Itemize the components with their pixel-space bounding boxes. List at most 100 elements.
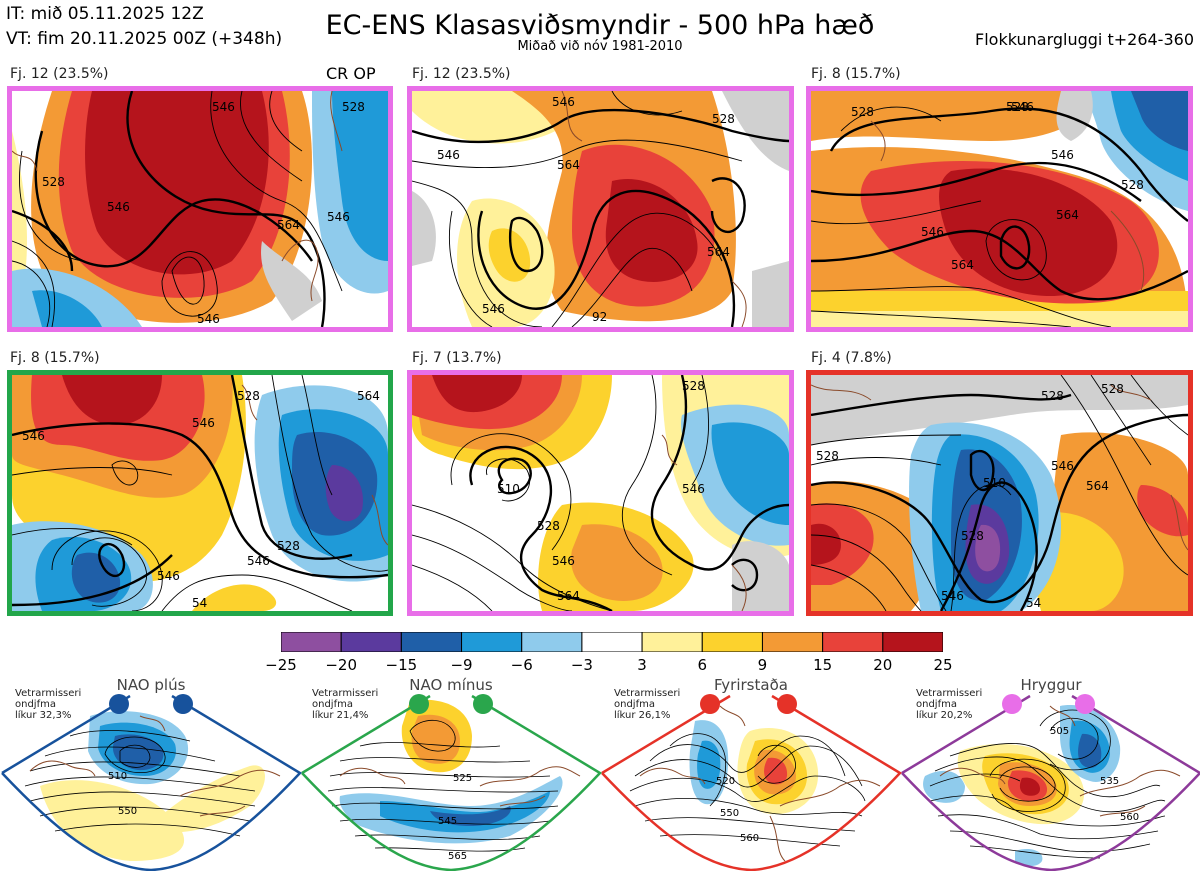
contour-label: 528 [237, 389, 260, 403]
contour-label: 546 [552, 95, 575, 109]
contour-label: 564 [557, 158, 580, 172]
regime-note: Vetrarmisseri ondjfma líkur 32,3% [15, 688, 82, 721]
panel-label: Fj. 8 (15.7%) [811, 66, 901, 82]
regime-note: Vetrarmisseri ondjfma líkur 20,2% [916, 688, 983, 721]
panel-label: Fj. 12 (23.5%) [10, 66, 109, 82]
colorbar-tick-label: −9 [450, 656, 473, 674]
panel-label: Fj. 8 (15.7%) [10, 350, 100, 366]
contour-label: 54 [192, 596, 207, 610]
regime-note: Vetrarmisseri ondjfma líkur 21,4% [312, 688, 379, 721]
contour-label: 546 [107, 200, 130, 214]
contour-label: 510 [497, 482, 520, 496]
contour-label: 546 [197, 312, 220, 326]
cluster-map-3: 528 546 528 546 564 564 546 528 [806, 86, 1193, 332]
colorbar-swatch [400, 632, 463, 652]
contour-label: 564 [357, 389, 380, 403]
page-title: EC-ENS Klasasviðsmyndir - 500 hPa hæð [325, 10, 875, 41]
contour-label: 560 [1120, 812, 1139, 823]
colorbar [281, 632, 943, 652]
contour-label: 564 [1056, 208, 1079, 222]
colorbar-swatch [882, 632, 943, 652]
contour-label: 546 [437, 148, 460, 162]
colorbar-swatch [461, 632, 523, 652]
page-subtitle: Miðað við nóv 1981-2010 [517, 39, 683, 54]
contour-label: 546 [1011, 100, 1034, 114]
contour-label: 528 [851, 105, 874, 119]
cluster-map-6: 528 528 546 564 510 528 546 54 528 [806, 370, 1193, 616]
control-run-label: CR OP [326, 64, 376, 83]
panel-label: Fj. 4 (7.8%) [811, 350, 892, 366]
contour-label: 546 [941, 589, 964, 603]
regime-title: Hryggur [1020, 676, 1082, 694]
contour-label: 528 [682, 379, 705, 393]
contour-label: 528 [816, 449, 839, 463]
regime-title: NAO mínus [409, 676, 493, 694]
regime-title: NAO plús [116, 676, 186, 694]
contour-label: 546 [921, 225, 944, 239]
regime-nao-plus: 510 550 NAO plús Vetrarmisseri ondjfma l… [0, 676, 302, 875]
contour-label: 528 [342, 100, 365, 114]
panel-label: Fj. 12 (23.5%) [412, 66, 511, 82]
colorbar-swatch [581, 632, 643, 652]
colorbar-swatch [641, 632, 703, 652]
contour-label: 546 [327, 210, 350, 224]
colorbar-tick-label: −6 [510, 656, 533, 674]
colorbar-tick-label: −15 [385, 656, 418, 674]
contour-label: 565 [448, 851, 467, 862]
contour-label: 545 [438, 816, 457, 827]
colorbar-tick-label: 15 [813, 656, 833, 674]
contour-label: 550 [118, 806, 137, 817]
regime-blocking: 520 550 560 Fyrirstaða Vetrarmisseri ond… [600, 676, 902, 875]
contour-label: 546 [1051, 148, 1074, 162]
valid-time: VT: fim 20.11.2025 00Z (+348h) [6, 29, 283, 49]
contour-label: 528 [1121, 178, 1144, 192]
colorbar-tick-label: 9 [757, 656, 768, 674]
contour-label: 546 [552, 554, 575, 568]
contour-label: 560 [740, 833, 759, 844]
contour-label: 520 [716, 776, 735, 787]
regime-ridge: 505 535 560 Hryggur Vetrarmisseri ondjfm… [900, 676, 1200, 875]
colorbar-swatch [761, 632, 824, 652]
contour-label: 528 [42, 175, 65, 189]
contour-label: 510 [108, 771, 127, 782]
contour-label: 546 [22, 429, 45, 443]
contour-label: 528 [961, 529, 984, 543]
contour-label: 546 [682, 482, 705, 496]
colorbar-tick-label: 3 [637, 656, 647, 674]
contour-label: 564 [277, 218, 300, 232]
cluster-map-5: 528 510 546 528 546 564 [407, 370, 794, 616]
colorbar-tick-label: −3 [570, 656, 593, 674]
cluster-map-4: 546 546 528 546 546 528 564 54 [7, 370, 393, 616]
colorbar-tick-label: 20 [873, 656, 893, 674]
contour-label: 546 [1051, 459, 1074, 473]
contour-label: 528 [1101, 382, 1124, 396]
colorbar-swatch [701, 632, 763, 652]
panel-label: Fj. 7 (13.7%) [412, 350, 502, 366]
contour-label: 54 [1026, 596, 1041, 610]
colorbar-swatch [340, 632, 402, 652]
classification-window: Flokkunargluggi t+264-360 [975, 30, 1194, 49]
regime-title: Fyrirstaða [714, 676, 788, 694]
regime-note: Vetrarmisseri ondjfma líkur 26,1% [614, 688, 681, 721]
colorbar-swatch [521, 632, 583, 652]
colorbar-tick-label: 25 [933, 656, 953, 674]
contour-label: 528 [277, 539, 300, 553]
colorbar-swatch [822, 632, 884, 652]
contour-label: 528 [712, 112, 735, 126]
contour-label: 546 [482, 302, 505, 316]
colorbar-tick-label: −20 [325, 656, 357, 674]
regime-nao-minus: 525 545 565 NAO mínus Vetrarmisseri ondj… [300, 676, 602, 875]
contour-label: 550 [720, 808, 739, 819]
contour-label: 564 [1086, 479, 1109, 493]
colorbar-swatch [281, 632, 342, 652]
cluster-map-1: 546 528 564 546 546 528 546 [7, 86, 393, 332]
contour-label: 505 [1050, 726, 1069, 737]
contour-label: 525 [453, 773, 472, 784]
contour-label: 546 [212, 100, 235, 114]
colorbar-tick-label: 6 [697, 656, 708, 674]
contour-label: 546 [157, 569, 180, 583]
contour-label: 564 [707, 245, 730, 259]
contour-label: 546 [247, 554, 270, 568]
contour-label: 92 [592, 310, 607, 324]
contour-label: 546 [192, 416, 215, 430]
